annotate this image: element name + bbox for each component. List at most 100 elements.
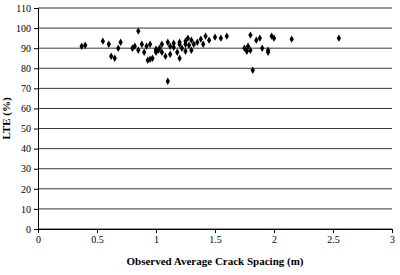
point	[160, 40, 164, 47]
tick: 0.5	[91, 229, 104, 245]
tick-mark	[34, 108, 38, 109]
point	[272, 34, 276, 41]
point	[213, 33, 217, 40]
point	[225, 32, 229, 39]
tick-mark	[34, 169, 38, 170]
axis-line	[39, 230, 393, 234]
point	[154, 46, 158, 53]
tick-mark	[34, 189, 38, 190]
tick: 10	[21, 204, 38, 215]
tick: 20	[21, 184, 38, 195]
point	[195, 38, 199, 45]
point	[107, 40, 111, 47]
tick-label: 30	[21, 163, 31, 174]
grid-line	[38, 48, 392, 49]
point	[118, 38, 122, 45]
tick-mark	[156, 229, 157, 233]
point	[160, 48, 164, 55]
tick-label: 0.5	[91, 234, 104, 245]
point	[199, 35, 203, 42]
grid-line	[38, 148, 392, 149]
tick-label: 0	[36, 234, 41, 245]
point	[203, 32, 207, 39]
tick-label: 10	[21, 204, 31, 215]
grid-line	[38, 208, 392, 209]
tick: 3	[390, 229, 395, 245]
point	[133, 42, 137, 49]
chart: 00.511.522.530102030405060708090100110Ob…	[0, 0, 400, 275]
point	[187, 41, 191, 48]
tick-mark	[34, 28, 38, 29]
tick-label: 50	[21, 123, 31, 134]
point	[116, 44, 120, 51]
tick: 90	[21, 43, 38, 54]
y-axis-title: LTE (%)	[0, 97, 13, 139]
point	[337, 34, 341, 41]
tick: 0	[26, 224, 38, 235]
tick-label: 2.5	[327, 234, 340, 245]
point	[168, 42, 172, 49]
point	[258, 34, 262, 41]
point	[109, 52, 113, 59]
point	[136, 46, 140, 53]
point	[166, 78, 170, 85]
point	[177, 55, 181, 62]
tick-mark	[34, 149, 38, 150]
point	[172, 39, 176, 46]
point	[183, 40, 187, 47]
tick-mark	[333, 229, 334, 233]
tick-mark	[34, 229, 38, 230]
point	[183, 47, 187, 54]
tick: 0	[36, 229, 41, 245]
tick: 70	[21, 83, 38, 94]
tick-label: 1	[154, 234, 159, 245]
point	[175, 48, 179, 55]
grid-line	[38, 108, 392, 109]
point	[192, 40, 196, 47]
tick-mark	[34, 48, 38, 49]
tick: 60	[21, 103, 38, 114]
tick-mark	[392, 229, 393, 233]
tick: 1	[154, 229, 159, 245]
tick: 50	[21, 123, 38, 134]
grid-line	[38, 128, 392, 129]
point	[207, 36, 211, 43]
point	[142, 48, 146, 55]
tick-mark	[97, 229, 98, 233]
tick-label: 70	[21, 83, 31, 94]
tick-label: 40	[21, 143, 31, 154]
tick: 2	[272, 229, 277, 245]
tick-label: 20	[21, 184, 31, 195]
tick-mark	[34, 209, 38, 210]
point	[168, 50, 172, 57]
tick: 100	[16, 23, 38, 34]
tick: 1.5	[209, 229, 222, 245]
point	[144, 42, 148, 49]
tick: 80	[21, 63, 38, 74]
x-axis-title: Observed Average Crack Spacing (m)	[127, 255, 304, 268]
point	[290, 35, 294, 42]
point	[219, 34, 223, 41]
plot: 00.511.522.530102030405060708090100110	[16, 3, 395, 245]
point	[177, 40, 181, 47]
point	[260, 44, 264, 51]
point	[83, 41, 87, 48]
tick-label: 2	[272, 234, 277, 245]
tick-label: 60	[21, 103, 31, 114]
grid-line	[38, 8, 392, 9]
tick-label: 100	[16, 23, 31, 34]
axis-line	[34, 9, 39, 230]
point	[254, 36, 258, 43]
points	[80, 27, 342, 85]
point	[266, 48, 270, 55]
point	[148, 40, 152, 47]
point	[248, 46, 252, 53]
point	[248, 31, 252, 38]
grid-line	[38, 168, 392, 169]
tick-label: 0	[26, 224, 31, 235]
point	[186, 34, 190, 41]
tick-mark	[34, 68, 38, 69]
tick-label: 90	[21, 43, 31, 54]
grid-line	[38, 188, 392, 189]
tick: 30	[21, 163, 38, 174]
